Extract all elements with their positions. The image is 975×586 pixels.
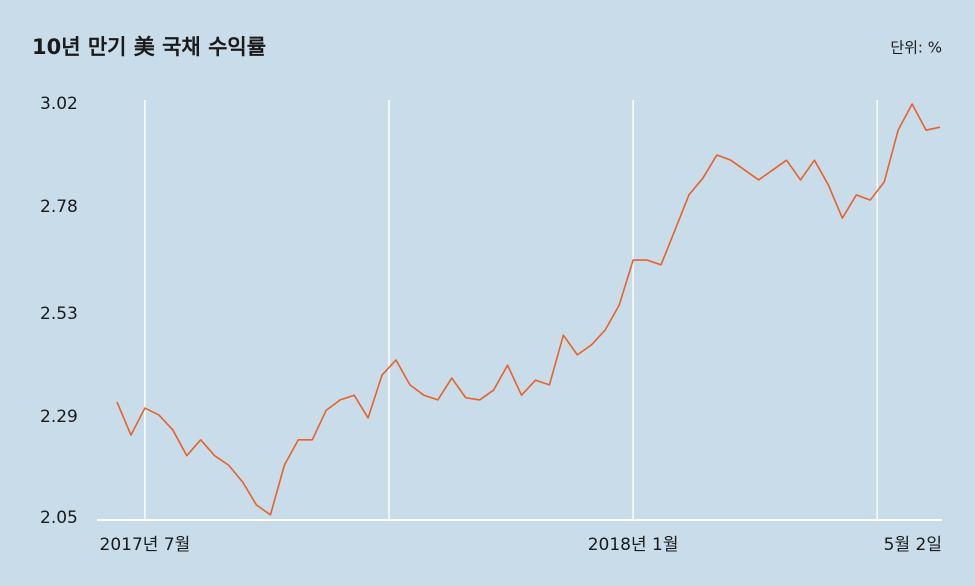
y-tick-label: 2.29 [40, 407, 78, 427]
x-tick-label: 5월 2일 [884, 535, 942, 555]
unit-label: 단위: % [890, 39, 942, 57]
y-tick-label: 2.05 [40, 508, 78, 528]
y-tick-label: 2.78 [40, 197, 78, 217]
grid [144, 100, 878, 520]
x-tick-label: 2017년 7월 [100, 535, 191, 555]
yield-line [116, 103, 941, 516]
x-tick-label: 2018년 1월 [588, 535, 679, 555]
y-tick-label: 2.53 [40, 304, 78, 324]
y-tick-label: 3.02 [40, 94, 78, 114]
chart-title: 10년 만기 美 국채 수익률 [32, 35, 266, 59]
